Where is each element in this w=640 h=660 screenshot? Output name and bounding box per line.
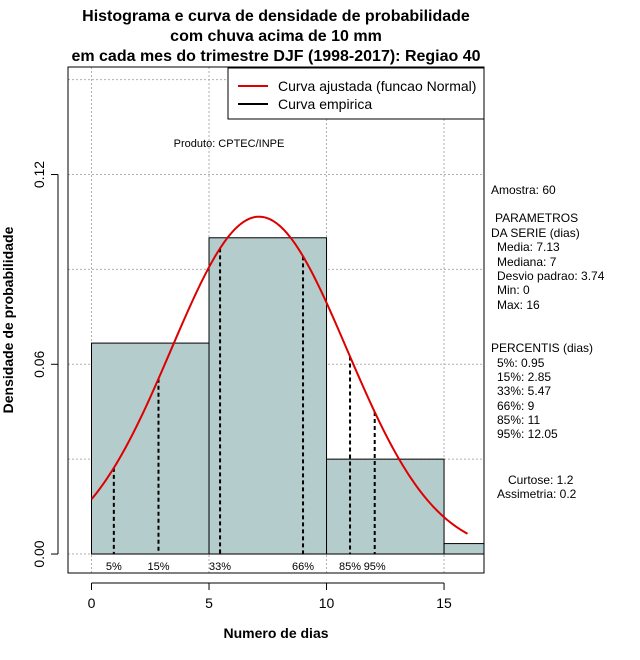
percentile-label-66: 66% — [292, 561, 314, 573]
percentile-label-5: 5% — [106, 561, 122, 573]
percentile-label-33: 33% — [209, 561, 231, 573]
product-label: Produto: CPTEC/INPE — [174, 138, 285, 150]
percentile-layer: 5% 15% 33% 66% 85% 95% — [106, 248, 386, 573]
x-tick-label: 0 — [88, 595, 96, 611]
x-tick-label: 10 — [319, 595, 335, 611]
histogram-bar-2 — [208, 237, 328, 555]
axes-layer: 0 5 10 15 0.00 0.06 0.12 — [31, 161, 452, 611]
plot-frame — [67, 66, 485, 574]
percentile-label-85: 85% — [339, 561, 361, 573]
percentile-label-95: 95% — [364, 561, 386, 573]
y-tick-label: 0.12 — [31, 161, 47, 188]
y-tick-label: 0.06 — [31, 350, 47, 377]
legend: Curva ajustada (funcao Normal) Curva emp… — [227, 67, 485, 120]
x-axis-label: Numero de dias — [223, 625, 328, 641]
stat-param-header: PARAMETROS — [495, 211, 578, 225]
stat-std-dev: Desvio padrao: 3.74 — [497, 269, 605, 283]
legend-box — [227, 67, 485, 120]
percentile-label-15: 15% — [147, 561, 169, 573]
stat-max: Max: 16 — [497, 298, 540, 312]
histogram-bar-3 — [326, 458, 445, 555]
chart-title-line-2: com chuva acima de 10 mm — [170, 28, 382, 45]
x-tick-label: 5 — [205, 595, 213, 611]
stat-min: Min: 0 — [497, 283, 530, 297]
stats-panel: Amostra: 60 PARAMETROS DA SERIE (dias) M… — [491, 183, 605, 501]
bars-layer — [91, 237, 485, 555]
histogram-bar-1 — [91, 342, 210, 555]
histogram-bar-4 — [443, 543, 485, 555]
chart-title-line-3: em cada mes do trimestre DJF (1998-2017)… — [71, 48, 480, 65]
stat-p85: 85%: 11 — [497, 413, 540, 427]
stat-param-subheader: DA SERIE (dias) — [491, 226, 580, 240]
stat-p15: 15%: 2.85 — [497, 370, 551, 384]
stat-percentiles-header: PERCENTIS (dias) — [491, 341, 593, 355]
stat-p33: 33%: 5.47 — [497, 384, 551, 398]
stat-median: Mediana: 7 — [497, 255, 557, 269]
stat-sample-size: Amostra: 60 — [491, 183, 556, 197]
stat-kurtosis: Curtose: 1.2 — [508, 473, 574, 487]
stat-p66: 66%: 9 — [497, 399, 535, 413]
y-axis-label: Densidade de probabilidade — [0, 226, 16, 413]
stat-skewness: Assimetria: 0.2 — [497, 487, 577, 501]
x-tick-label: 15 — [436, 595, 452, 611]
y-tick-label: 0.00 — [31, 540, 47, 567]
legend-label-empirical: Curva empirica — [278, 96, 372, 112]
legend-label-fitted: Curva ajustada (funcao Normal) — [278, 78, 476, 94]
stat-p5: 5%: 0.95 — [497, 356, 545, 370]
stat-mean: Media: 7.13 — [497, 240, 560, 254]
chart-title-line-1: Histograma e curva de densidade de proba… — [82, 8, 470, 25]
stat-p95: 95%: 12.05 — [497, 427, 558, 441]
normal-curve-line — [90, 215, 469, 535]
